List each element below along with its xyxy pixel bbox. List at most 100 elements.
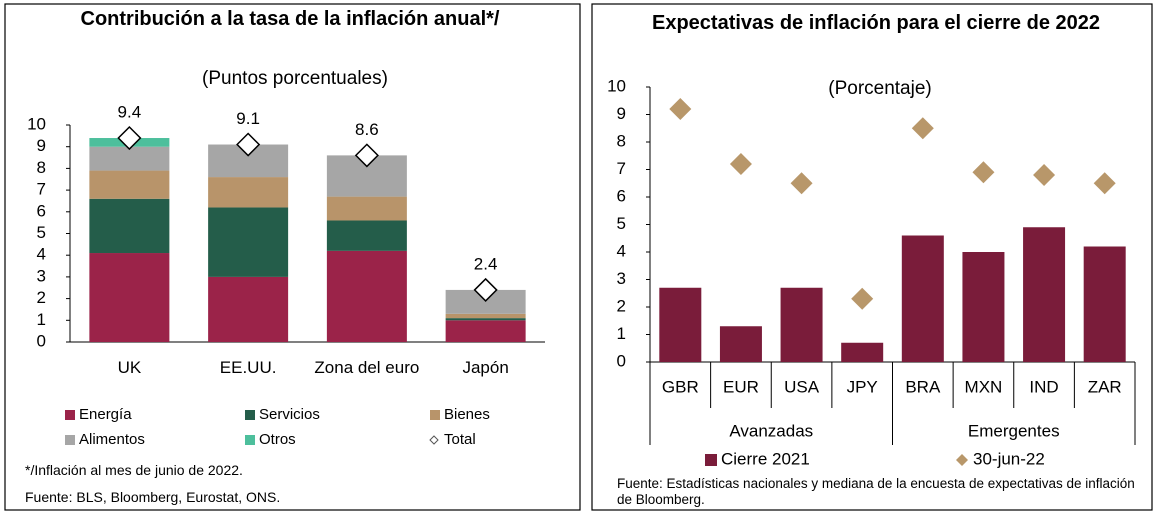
x-tick-label: BRA: [905, 377, 941, 396]
x-tick-label: Japón: [462, 358, 509, 377]
y-tick-label: 5: [617, 214, 626, 233]
scatter-marker: [790, 172, 813, 195]
x-tick-label: MXN: [965, 377, 1003, 396]
bar-segment: [208, 207, 289, 277]
group-label: Emergentes: [968, 421, 1060, 440]
scatter-marker: [1093, 172, 1116, 195]
legend-label: Otros: [259, 431, 296, 448]
bar: [1023, 227, 1066, 362]
x-tick-label: EE.UU.: [219, 358, 277, 377]
legend-marker: [65, 410, 75, 420]
total-label: 8.6: [355, 120, 379, 139]
y-tick-label: 8: [37, 158, 46, 177]
bar: [962, 252, 1005, 362]
bar: [719, 326, 762, 362]
y-tick-label: 10: [607, 76, 626, 95]
total-label: 9.4: [118, 103, 142, 122]
scatter-marker: [911, 117, 934, 140]
y-tick-label: 9: [617, 104, 626, 123]
y-tick-label: 1: [37, 310, 46, 329]
y-tick-label: 3: [37, 266, 46, 285]
bar: [659, 287, 702, 362]
scatter-marker: [729, 153, 752, 175]
bar-segment: [208, 177, 289, 208]
x-tick-label: GBR: [662, 377, 699, 396]
y-tick-label: 2: [37, 288, 46, 307]
y-tick-label: 6: [37, 201, 46, 220]
total-marker: [473, 277, 498, 302]
legend-label: Bienes: [444, 406, 490, 423]
legend-label: Total: [444, 431, 476, 448]
y-tick-label: 0: [617, 351, 626, 370]
y-tick-label: 8: [617, 131, 626, 150]
y-tick-label: 2: [617, 296, 626, 315]
legend-label: 30-jun-22: [973, 449, 1045, 468]
bar: [780, 287, 823, 362]
chart-subtitle: (Puntos porcentuales): [202, 68, 388, 89]
bar-segment: [445, 320, 526, 342]
total-label: 9.1: [236, 109, 260, 128]
scatter-marker: [851, 287, 874, 310]
bar-segment: [445, 318, 526, 321]
legend-marker: [429, 435, 439, 445]
bar-segment: [326, 220, 407, 251]
legend-label: Cierre 2021: [721, 449, 810, 468]
group-label: Avanzadas: [729, 421, 813, 440]
source: Fuente: BLS, Bloomberg, Eurostat, ONS.: [25, 489, 281, 505]
legend-label: Servicios: [259, 406, 320, 423]
legend-marker: [430, 410, 440, 420]
bar: [901, 235, 944, 362]
y-tick-label: 7: [37, 180, 46, 199]
bar-segment: [208, 276, 289, 342]
bar-segment: [89, 170, 170, 199]
y-tick-label: 1: [617, 324, 626, 343]
bar: [841, 342, 884, 362]
legend-marker: [956, 454, 968, 466]
chart-subtitle: (Porcentaje): [828, 78, 932, 99]
x-tick-label: EUR: [723, 377, 759, 396]
right-panel-border: [591, 3, 1153, 511]
footnote: */Inflación al mes de junio de 2022.: [25, 462, 243, 478]
x-tick-label: IND: [1029, 377, 1058, 396]
legend-marker: [705, 454, 717, 466]
x-tick-label: USA: [784, 377, 820, 396]
x-tick-label: JPY: [847, 377, 878, 396]
y-tick-label: 7: [617, 159, 626, 178]
y-tick-label: 6: [617, 186, 626, 205]
total-marker: [236, 132, 261, 157]
bar-segment: [326, 250, 407, 342]
total-label: 2.4: [474, 254, 498, 273]
chart-title: Contribución a la tasa de la inflación a…: [80, 8, 500, 30]
y-tick-label: 9: [37, 136, 46, 155]
bar-segment: [326, 196, 407, 221]
total-marker: [354, 143, 379, 168]
y-tick-label: 10: [27, 114, 46, 133]
legend-label: Alimentos: [79, 431, 145, 448]
left-panel-border: [4, 3, 581, 511]
scatter-marker: [972, 161, 995, 184]
bar-segment: [445, 313, 526, 319]
bar: [1083, 246, 1126, 362]
chart-title: Expectativas de inflación para el cierre…: [651, 12, 1100, 34]
y-tick-label: 0: [37, 331, 46, 350]
bar-segment: [89, 253, 170, 342]
bar-segment: [89, 146, 170, 171]
total-marker: [117, 125, 142, 151]
legend-marker: [245, 410, 255, 420]
x-tick-label: ZAR: [1088, 377, 1122, 396]
legend-label: Energía: [79, 406, 132, 423]
scatter-marker: [669, 98, 692, 120]
y-tick-label: 4: [617, 241, 626, 260]
y-tick-label: 5: [37, 223, 46, 242]
x-tick-label: Zona del euro: [314, 358, 420, 377]
y-tick-label: 3: [617, 269, 626, 288]
y-tick-label: 4: [37, 245, 46, 264]
bar-segment: [89, 198, 170, 254]
legend-marker: [65, 435, 75, 445]
scatter-marker: [1033, 164, 1056, 186]
source: Fuente: Estadísticas nacionales y median…: [617, 476, 1135, 507]
legend-marker: [245, 435, 255, 445]
x-tick-label: UK: [117, 358, 142, 377]
